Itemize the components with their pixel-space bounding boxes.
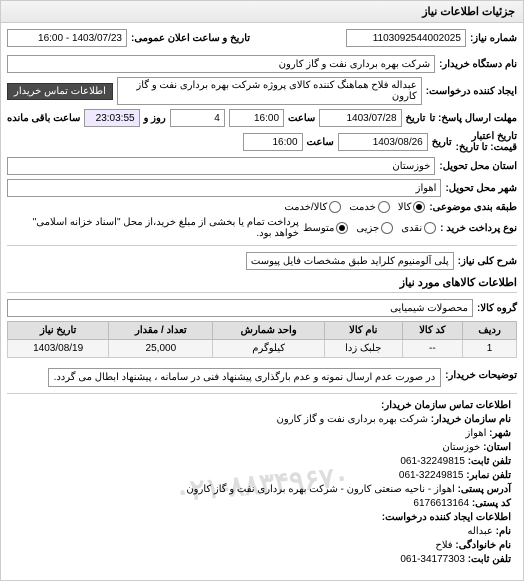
cell-index: 1 (463, 340, 517, 358)
requester-value: عبداله فلاح هماهنگ کننده کالای پروژه شرک… (117, 77, 422, 105)
province-label: استان محل تحویل: (439, 161, 517, 172)
radio-circle-icon (381, 222, 393, 234)
payment-type-radios: نقدی جزیی متوسط (303, 222, 436, 234)
radio-goods-service[interactable]: کالا/خدمت (284, 201, 341, 213)
remarks-label: توضیحات خریدار: (445, 370, 517, 381)
buyer-org-value: شرکت بهره برداری نفت و گاز کارون (7, 55, 435, 73)
buyer-org-label: نام دستگاه خریدار: (439, 59, 517, 70)
group-value: محصولات شیمیایی (7, 299, 473, 317)
credit-valid-label: تاریخ اعتبارقیمت: تا تاریخ: (456, 131, 517, 153)
contact-province: استان: خوزستان (13, 442, 511, 453)
contact-name: نام: عبداله (13, 526, 511, 537)
description-value: پلی آلومنیوم کلراید طبق مشخصات فایل پیوس… (246, 252, 454, 270)
contact-reqphone: تلفن ثابت: 34177303-061 (13, 554, 511, 565)
panel-body: شماره نیاز: 1103092544002025 تاریخ و ساع… (1, 23, 523, 580)
col-code: کد کالا (402, 322, 463, 340)
deadline-date-value: 1403/07/28 (319, 109, 401, 127)
main-panel: جزئیات اطلاعات نیاز شماره نیاز: 11030925… (0, 0, 524, 581)
deadline-date-label: تاریخ (406, 113, 426, 124)
contact-city: شهر: اهواز (13, 428, 511, 439)
city-value: اهواز (7, 179, 441, 197)
contact-phone: تلفن ثابت: 32249815-061 (13, 456, 511, 467)
deadline-time-label: ساعت (288, 113, 315, 124)
price-date-label: تاریخ (432, 137, 452, 148)
table-header-row: ردیف کد کالا نام کالا واحد شمارش تعداد /… (8, 322, 517, 340)
cell-unit: کیلوگرم (213, 340, 325, 358)
request-number-value: 1103092544002025 (346, 29, 466, 47)
row-deadline: مهلت ارسال پاسخ: تا تاریخ 1403/07/28 ساع… (7, 109, 517, 127)
cell-date: 1403/08/19 (8, 340, 109, 358)
row-city: شهر محل تحویل: اهواز (7, 179, 517, 197)
row-request-number: شماره نیاز: 1103092544002025 تاریخ و ساع… (7, 29, 517, 51)
col-index: ردیف (463, 322, 517, 340)
requester-label: ایجاد کننده درخواست: (426, 86, 517, 97)
row-payment-type: نوع پرداخت خرید : نقدی جزیی متوسط پرداخت… (7, 217, 517, 239)
subject-type-label: طبقه بندی موضوعی: (429, 202, 517, 213)
row-buyer-org: نام دستگاه خریدار: شرکت بهره برداری نفت … (7, 55, 517, 73)
contact-info-button[interactable]: اطلاعات تماس خریدار (7, 83, 113, 100)
remarks-value: در صورت عدم ارسال نمونه و عدم بارگذاری پ… (48, 368, 442, 387)
price-time-label: ساعت (307, 137, 334, 148)
request-number-label: شماره نیاز: (470, 33, 517, 44)
province-value: خوزستان (7, 157, 435, 175)
price-time-value: 16:00 (243, 133, 303, 151)
remaining-label: ساعت باقی مانده (7, 113, 80, 124)
contact-org: نام سازمان خریدار: شرکت بهره برداری نفت … (13, 414, 511, 425)
table-row: 1 -- جلبک زدا کیلوگرم 25,000 1403/08/19 (8, 340, 517, 358)
announce-datetime-value: 1403/07/23 - 16:00 (7, 29, 127, 47)
row-remarks: توضیحات خریدار: در صورت عدم ارسال نمونه … (7, 364, 517, 387)
group-label: گروه کالا: (477, 303, 517, 314)
panel-title: جزئیات اطلاعات نیاز (1, 1, 523, 23)
radio-service[interactable]: خدمت (349, 201, 390, 213)
contact-section-title: اطلاعات تماس سازمان خریدار: (13, 400, 511, 411)
cell-name: جلبک زدا (324, 340, 402, 358)
radio-partial[interactable]: جزیی (356, 222, 393, 234)
contact-address: آدرس پستی: اهواز - ناحیه صنعتی کارون - ش… (13, 484, 511, 495)
items-table: ردیف کد کالا نام کالا واحد شمارش تعداد /… (7, 321, 517, 358)
radio-circle-icon (413, 201, 425, 213)
col-unit: واحد شمارش (213, 322, 325, 340)
row-province: استان محل تحویل: خوزستان (7, 157, 517, 175)
row-description: شرح کلی نیاز: پلی آلومنیوم کلراید طبق مش… (7, 252, 517, 270)
requester-section-title: اطلاعات ایجاد کننده درخواست: (13, 512, 511, 523)
cell-code: -- (402, 340, 463, 358)
radio-circle-icon (336, 222, 348, 234)
contact-fax: تلفن نمابر: 32249815-061 (13, 470, 511, 481)
payment-note: پرداخت تمام یا بخشی از مبلغ خرید،از محل … (7, 217, 299, 239)
col-name: نام کالا (324, 322, 402, 340)
col-date: تاریخ نیاز (8, 322, 109, 340)
subject-type-radios: کالا خدمت کالا/خدمت (284, 201, 425, 213)
radio-circle-icon (378, 201, 390, 213)
announce-datetime-label: تاریخ و ساعت اعلان عمومی: (131, 33, 250, 44)
city-label: شهر محل تحویل: (445, 183, 517, 194)
days-label: روز و (144, 113, 166, 124)
cell-qty: 25,000 (109, 340, 213, 358)
row-group: گروه کالا: محصولات شیمیایی (7, 299, 517, 317)
contact-postal: کد پستی: 6176613164 (13, 498, 511, 509)
col-qty: تعداد / مقدار (109, 322, 213, 340)
radio-cash[interactable]: نقدی (401, 222, 436, 234)
deadline-time-value: 16:00 (229, 109, 284, 127)
contact-family: نام خانوادگی: فلاح (13, 540, 511, 551)
row-requester: ایجاد کننده درخواست: عبداله فلاح هماهنگ … (7, 77, 517, 105)
contact-section: ۰۲۱-۸۸۳۴۹۶۷۰ اطلاعات تماس سازمان خریدار:… (7, 393, 517, 574)
row-price-validity: تاریخ اعتبارقیمت: تا تاریخ: تاریخ 1403/0… (7, 131, 517, 153)
deadline-label: مهلت ارسال پاسخ: تا (429, 113, 517, 124)
remaining-value: 23:03:55 (84, 109, 139, 127)
radio-circle-icon (424, 222, 436, 234)
days-value: 4 (170, 109, 225, 127)
radio-medium[interactable]: متوسط (303, 222, 348, 234)
row-subject-type: طبقه بندی موضوعی: کالا خدمت کالا/خدمت (7, 201, 517, 213)
price-date-value: 1403/08/26 (338, 133, 428, 151)
radio-circle-icon (329, 201, 341, 213)
items-section-title: اطلاعات کالاهای مورد نیاز (7, 276, 517, 293)
radio-goods[interactable]: کالا (398, 201, 426, 213)
payment-type-label: نوع پرداخت خرید : (440, 223, 517, 234)
description-label: شرح کلی نیاز: (458, 256, 517, 267)
